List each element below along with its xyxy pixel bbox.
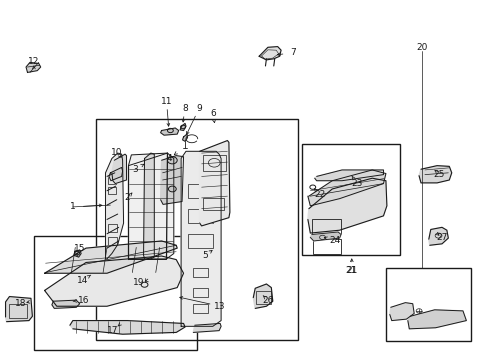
Text: 2: 2 <box>124 193 130 202</box>
Bar <box>311 219 340 234</box>
Polygon shape <box>310 232 340 241</box>
Text: 6: 6 <box>209 109 215 118</box>
Text: 23: 23 <box>350 179 362 188</box>
Bar <box>108 237 117 246</box>
Text: 21: 21 <box>346 266 357 275</box>
Bar <box>193 304 207 313</box>
Bar <box>193 268 207 277</box>
Polygon shape <box>389 303 413 320</box>
Polygon shape <box>52 300 80 309</box>
Text: 13: 13 <box>214 302 225 311</box>
Polygon shape <box>180 123 185 131</box>
Bar <box>96 119 298 339</box>
Bar <box>312 239 340 253</box>
Polygon shape <box>74 250 81 257</box>
Polygon shape <box>307 178 386 233</box>
Polygon shape <box>44 256 183 306</box>
Text: 20: 20 <box>416 43 427 52</box>
Text: 8: 8 <box>182 104 187 113</box>
Bar <box>108 224 117 232</box>
Text: 9: 9 <box>196 104 202 113</box>
Polygon shape <box>418 166 451 183</box>
Polygon shape <box>181 151 221 326</box>
Bar <box>256 291 270 304</box>
Polygon shape <box>407 310 466 329</box>
Bar <box>9 305 26 318</box>
Polygon shape <box>199 140 229 226</box>
Bar <box>302 144 399 255</box>
Polygon shape <box>109 167 122 181</box>
Text: 14: 14 <box>77 276 88 285</box>
Text: 7: 7 <box>290 48 296 57</box>
Polygon shape <box>182 134 187 141</box>
Text: 27: 27 <box>435 233 447 242</box>
Bar <box>203 155 226 171</box>
Text: 17: 17 <box>107 326 119 335</box>
Polygon shape <box>307 170 385 206</box>
Polygon shape <box>143 153 154 260</box>
Text: 26: 26 <box>262 296 273 305</box>
Polygon shape <box>428 227 447 245</box>
Polygon shape <box>128 153 173 259</box>
Text: 22: 22 <box>314 190 325 199</box>
Text: 16: 16 <box>78 296 89 305</box>
Polygon shape <box>193 323 221 332</box>
Text: 19: 19 <box>133 278 144 287</box>
Bar <box>193 288 207 297</box>
Text: 10: 10 <box>111 148 122 157</box>
Bar <box>188 209 212 223</box>
Polygon shape <box>314 170 383 181</box>
Text: 4: 4 <box>166 154 171 163</box>
Text: 3: 3 <box>132 165 138 174</box>
Polygon shape <box>259 46 281 60</box>
Polygon shape <box>26 62 41 72</box>
Text: 21: 21 <box>345 266 356 275</box>
Bar <box>385 268 470 341</box>
Polygon shape <box>160 156 183 204</box>
Text: 18: 18 <box>16 299 27 308</box>
Circle shape <box>167 157 177 164</box>
Text: 12: 12 <box>28 57 40 66</box>
Circle shape <box>168 186 176 192</box>
Bar <box>203 198 223 211</box>
Text: 24: 24 <box>328 236 340 245</box>
Bar <box>188 184 212 198</box>
Polygon shape <box>105 153 123 259</box>
Polygon shape <box>44 241 177 273</box>
Polygon shape <box>5 297 32 321</box>
Polygon shape <box>112 154 126 184</box>
Bar <box>34 235 197 350</box>
Bar <box>108 187 116 194</box>
Bar <box>108 177 116 184</box>
Text: 25: 25 <box>433 170 444 179</box>
Text: 5: 5 <box>202 251 208 260</box>
Polygon shape <box>253 284 272 309</box>
Text: 15: 15 <box>74 244 86 253</box>
Text: 1: 1 <box>70 202 76 211</box>
Text: 11: 11 <box>161 96 172 105</box>
Polygon shape <box>70 320 184 334</box>
Bar <box>188 234 212 248</box>
Polygon shape <box>160 128 178 135</box>
